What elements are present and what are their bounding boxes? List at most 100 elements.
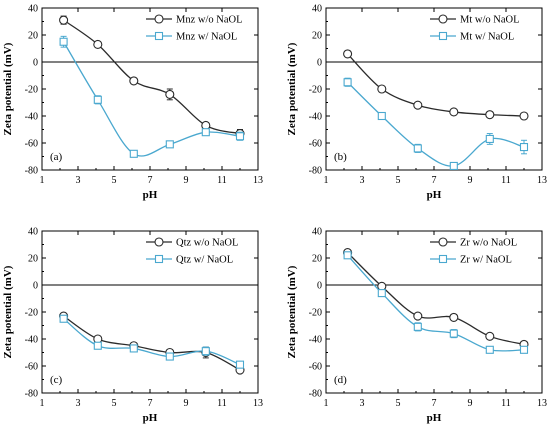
legend-marker-square [438,254,448,264]
x-tick-label: 3 [360,175,365,186]
data-point-square [377,289,386,298]
y-tick-label: 40 [312,227,322,238]
x-tick-label: 7 [432,398,437,409]
series-line [63,315,241,371]
data-point-circle [485,110,495,120]
panel-label: (d) [334,374,347,386]
y-tick-label: -80 [309,166,322,177]
legend: Mt w/o NaOL Mt w/ NaOL [430,14,520,43]
data-point-square [93,341,102,350]
x-tick-label: 13 [537,175,547,186]
data-point-circle [413,100,423,110]
legend-label: Zr w/o NaOL [460,238,517,249]
panel-label: (b) [334,151,347,163]
data-point-square [519,345,529,354]
data-point-square [413,322,422,331]
legend-marker-circle [154,14,164,24]
x-tick-label: 7 [148,398,153,409]
x-tick-label: 11 [217,175,227,186]
y-tick-label: 0 [317,58,322,69]
y-tick-label: -20 [25,85,38,96]
data-point-square [201,128,210,137]
y-axis-label: Zeta potential (mV) [286,265,298,358]
data-point-square [165,352,174,361]
series-line [63,318,241,366]
y-tick-label: 40 [28,227,38,238]
data-point-square [201,347,210,356]
data-point-square [343,78,352,87]
series-line [63,41,241,157]
data-point-square [165,140,174,149]
series-with-naol [343,77,529,170]
legend: Zr w/o NaOL Zr w/ NaOL [430,237,517,266]
y-tick-label: 0 [33,281,38,292]
legend-label: Zr w/ NaOL [460,255,512,266]
y-tick-label: -80 [25,389,38,400]
series-without-naol [59,15,245,139]
y-tick-label: -60 [25,362,38,373]
panel-label: (a) [50,151,63,163]
data-point-circle [343,49,353,59]
data-point-circle [413,311,423,321]
data-point-circle [129,76,139,86]
y-tick-label: -80 [25,166,38,177]
legend-label: Mt w/o NaOL [460,15,520,26]
data-point-square [343,251,352,260]
series-line [347,53,525,117]
y-tick-label: -40 [25,335,38,346]
data-point-circle [485,331,495,341]
x-tick-label: 7 [432,175,437,186]
x-tick-label: 9 [468,398,473,409]
data-point-square [129,149,138,158]
series-line [347,81,525,167]
x-tick-label: 13 [253,398,263,409]
data-point-square [235,132,245,141]
series-without-naol [343,49,529,121]
x-tick-label: 5 [396,175,401,186]
x-tick-label: 1 [324,398,329,409]
legend-marker-square [154,254,164,264]
y-tick-label: -40 [309,112,322,123]
data-point-square [485,345,494,354]
legend-marker-circle [438,237,448,247]
y-tick-label: -80 [309,389,322,400]
legend-marker-square [154,31,164,41]
y-tick-label: -60 [309,139,322,150]
x-axis-label: pH [143,412,158,424]
data-point-square [93,95,102,104]
y-tick-label: 0 [317,281,322,292]
series-with-naol [59,314,245,369]
x-tick-label: 5 [396,398,401,409]
data-point-square [59,314,68,323]
legend: Qtz w/o NaOL Qtz w/ NaOL [146,237,238,266]
x-tick-label: 7 [148,175,153,186]
y-tick-label: -40 [25,112,38,123]
legend-marker-circle [438,14,448,24]
legend-marker-square [438,31,448,41]
data-point-circle [165,89,175,99]
y-axis-label: Zeta potential (mV) [2,42,14,135]
y-tick-label: -60 [309,362,322,373]
series-with-naol [59,35,245,158]
legend-label: Qtz w/o NaOL [176,238,238,249]
legend-label: Qtz w/ NaOL [176,255,233,266]
x-tick-label: 11 [217,398,227,409]
x-axis-label: pH [143,189,158,201]
data-point-square [485,134,494,143]
data-point-square [449,329,458,338]
data-point-square [377,111,386,121]
x-tick-label: 11 [501,398,511,409]
y-tick-label: -40 [309,335,322,346]
y-tick-label: 20 [312,31,322,42]
data-point-square [519,143,529,152]
x-tick-label: 1 [324,175,329,186]
x-tick-label: 11 [501,175,511,186]
y-tick-label: -20 [309,308,322,319]
y-tick-label: 0 [33,58,38,69]
data-point-circle [377,84,387,94]
x-tick-label: 3 [360,398,365,409]
data-point-square [413,144,422,153]
